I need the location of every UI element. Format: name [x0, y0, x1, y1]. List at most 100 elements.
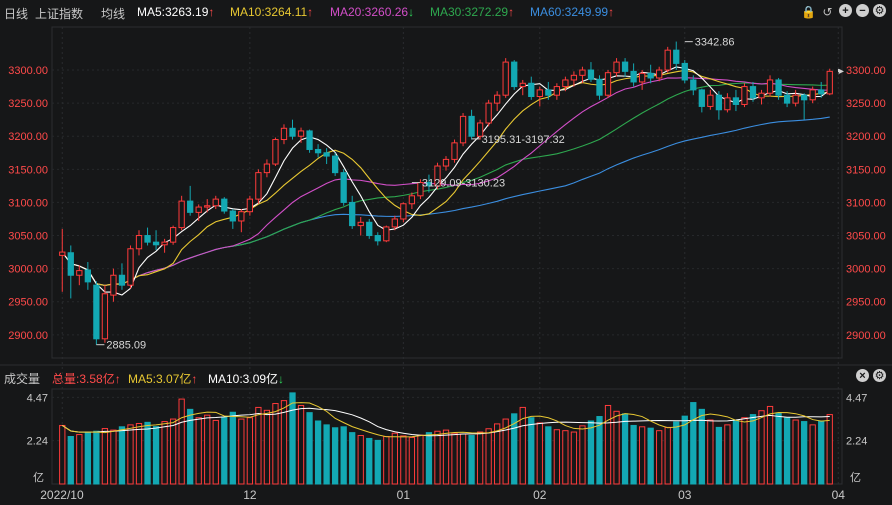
undo-icon[interactable]: ↺ [822, 4, 833, 19]
candle-body [502, 61, 509, 96]
volume-bar [297, 404, 305, 485]
time-axis-label: 12 [243, 488, 257, 502]
volume-bar [59, 424, 66, 485]
candle-body [408, 195, 416, 205]
volume-bar [161, 421, 168, 485]
candle-body [187, 200, 194, 213]
candle-body [314, 148, 322, 154]
candle-body [280, 127, 288, 141]
time-axis-label: 04 [832, 488, 846, 502]
period-label[interactable]: 日线 [4, 7, 29, 21]
ma10-arrow: ↑ [307, 5, 314, 19]
volume-bar [528, 417, 535, 485]
volume-ma5-arrow: ↑ [191, 372, 198, 386]
candle-body [681, 62, 688, 81]
volume-bar [425, 432, 433, 485]
volume-bar [707, 419, 714, 485]
volume-bar [434, 430, 441, 485]
volume-bar [758, 410, 765, 485]
volume-bar [801, 421, 808, 485]
candle-body [715, 94, 723, 111]
candle-body [801, 94, 808, 101]
volume-settings-icon[interactable]: ⚙ [873, 369, 886, 382]
volume-bar [519, 406, 526, 485]
volume-bar [357, 435, 364, 485]
candle-body [690, 79, 697, 91]
volume-bar [690, 402, 697, 485]
volume-bar [400, 435, 407, 485]
candle-body [238, 211, 245, 222]
volume-bar [647, 427, 654, 485]
volume-tick-label-left: 4.47 [27, 392, 48, 404]
price-tick-label-right: 3150.00 [846, 164, 886, 176]
volume-bar [331, 427, 339, 485]
time-axis-label: 02 [533, 488, 547, 502]
price-tick-label-right: 2950.00 [846, 297, 886, 309]
volume-bar [826, 414, 833, 485]
ma20-arrow: ↓ [408, 5, 415, 19]
volume-bar [459, 433, 467, 485]
candle-body [178, 200, 185, 229]
settings-icon[interactable]: ⚙ [873, 4, 886, 17]
volume-bar [442, 429, 450, 485]
candle-body [613, 61, 620, 74]
volume-bar [289, 392, 296, 485]
candle-body [400, 203, 407, 220]
price-tick-label-right: 2900.00 [846, 330, 886, 342]
volume-bar [280, 400, 288, 485]
candle-body [195, 206, 202, 213]
candle-body [741, 86, 748, 105]
price-tick-label-right: 3050.00 [846, 231, 886, 243]
volume-bar [766, 405, 774, 485]
price-tick-label-left: 3200.00 [8, 131, 48, 143]
candle-body [511, 61, 518, 88]
indicator-selector[interactable]: 均线 [101, 7, 126, 21]
volume-bar [152, 426, 160, 485]
volume-ma5-line [61, 402, 830, 438]
price-tick-label-left: 3150.00 [8, 164, 48, 176]
volume-tick-label-right: 2.24 [846, 436, 867, 448]
candle-body [749, 86, 757, 99]
current-price-marker [838, 68, 844, 75]
price-tick-label-right: 3250.00 [846, 98, 886, 110]
candle-body [366, 221, 373, 237]
candle-body [494, 94, 501, 104]
volume-bar [84, 431, 91, 485]
volume-tick-label-right: 4.47 [846, 392, 867, 404]
volume-bar [383, 436, 390, 485]
candle-body [809, 89, 816, 101]
candle-body [297, 130, 305, 137]
ma10-readout: MA10:3264.11↑ [230, 5, 314, 19]
candle-body [621, 61, 629, 72]
candle-body [391, 218, 398, 228]
candle-body [758, 92, 765, 99]
price-tick-label-left: 3300.00 [8, 65, 48, 77]
volume-bar [553, 429, 561, 485]
candle-body [93, 284, 100, 340]
candle-body [67, 252, 74, 276]
volume-ma10-arrow: ↓ [278, 372, 285, 386]
price-tick-label-left: 3250.00 [8, 98, 48, 110]
zoom-in-icon[interactable]: + [839, 4, 852, 17]
candle-body [383, 226, 390, 242]
volume-bar [366, 437, 373, 485]
candle-body [656, 69, 663, 79]
candle-body [579, 69, 586, 76]
candle-body [135, 235, 143, 250]
zoom-out-icon[interactable]: − [856, 4, 869, 17]
candle-body [451, 142, 458, 160]
candle-body [323, 152, 330, 157]
candle-body [417, 182, 424, 197]
lock-icon[interactable]: 🔒 [801, 4, 816, 19]
close-icon[interactable]: × [856, 369, 869, 382]
volume-header: 成交量 总量:3.58亿↑ MA5:3.07亿↑ MA10:3.09亿↓ × ⚙ [0, 368, 892, 388]
volume-bar [118, 426, 126, 485]
volume-bar [613, 410, 620, 485]
volume-bar [263, 409, 271, 485]
volume-bar [187, 408, 194, 485]
price-tick-label-left: 3100.00 [8, 197, 48, 209]
candle-body [459, 115, 467, 144]
candle-body [84, 269, 91, 283]
volume-bar [374, 439, 381, 485]
